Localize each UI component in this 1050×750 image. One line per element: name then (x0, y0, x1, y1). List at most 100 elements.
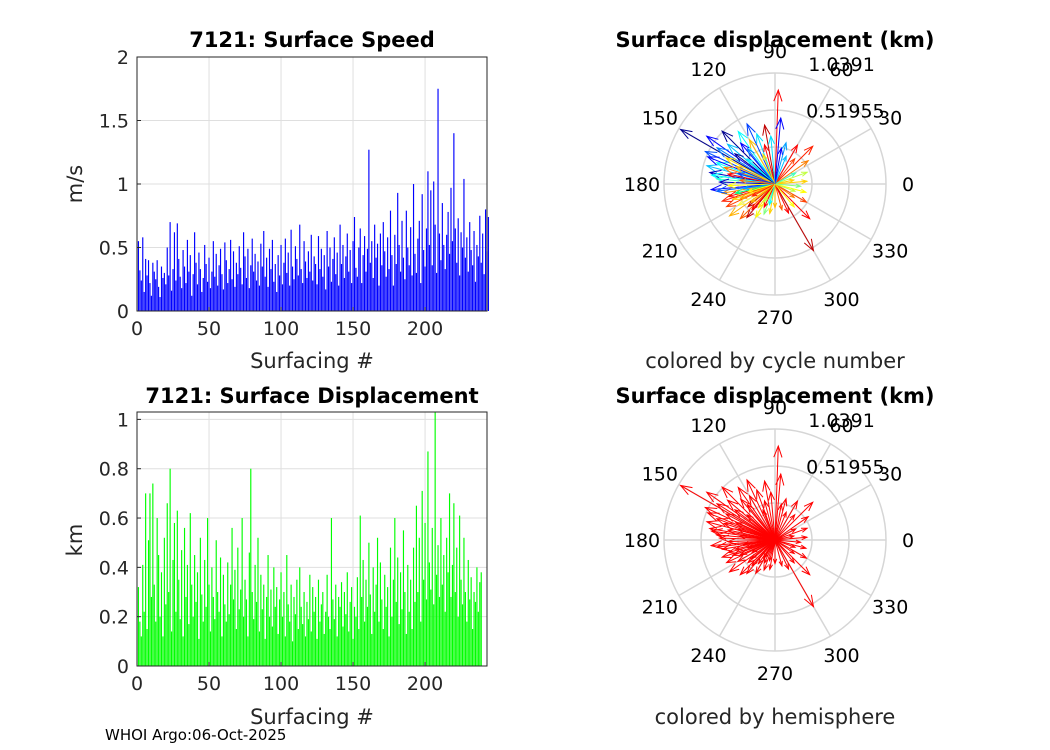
bar (165, 284, 167, 311)
vector-shaft (716, 503, 776, 541)
bar (212, 241, 214, 311)
bar (286, 555, 288, 666)
displacement-vector (774, 497, 788, 541)
bar (281, 616, 284, 666)
bar (453, 133, 455, 311)
displacement-vector (679, 484, 776, 541)
bar (379, 233, 381, 311)
bar (440, 518, 442, 666)
bar (293, 279, 295, 311)
vector-arrowhead (756, 488, 764, 500)
bar (212, 596, 214, 666)
bar (402, 257, 405, 311)
displacement-vector (741, 183, 776, 191)
bar (446, 234, 448, 311)
vector-shaft (735, 522, 776, 541)
displacement-vector (746, 147, 776, 185)
bar (296, 579, 298, 666)
bar (153, 271, 155, 311)
chart-title: Surface displacement (km) (615, 28, 934, 52)
bar (480, 262, 482, 311)
bar (339, 606, 341, 666)
bar (173, 232, 176, 311)
vector-shaft (716, 147, 776, 185)
vector-arrowhead (721, 130, 734, 143)
vector-arrowhead (722, 166, 734, 174)
bar (361, 283, 363, 311)
bar (336, 636, 338, 666)
vector-shaft (728, 539, 776, 543)
vector-arrowhead (789, 513, 796, 521)
x-tick-label: 150 (335, 318, 371, 340)
y-tick-label: 0.6 (99, 508, 129, 530)
displacement-vector (774, 534, 796, 541)
vector-arrowhead (757, 558, 763, 565)
bar (408, 611, 410, 666)
bar (389, 547, 392, 666)
bar (437, 545, 439, 666)
bar (400, 572, 402, 666)
vector-arrowhead (750, 197, 757, 204)
bar (339, 224, 341, 311)
displacement-vector (774, 502, 783, 541)
bar (290, 584, 292, 666)
vector-shaft (774, 528, 796, 541)
bar (401, 220, 403, 311)
bar (304, 261, 307, 311)
displacement-vector (737, 486, 776, 541)
bar (207, 281, 209, 311)
bar (147, 540, 150, 666)
bar (208, 257, 210, 311)
bar (232, 251, 235, 311)
bar (185, 596, 187, 666)
vector-arrowhead (715, 162, 728, 171)
bar (188, 624, 190, 666)
vector-arrowhead (722, 522, 734, 530)
bar (424, 266, 426, 311)
displacement-vector (774, 513, 796, 541)
vector-arrowhead (803, 501, 814, 512)
bar (204, 559, 206, 666)
vector-shaft (770, 136, 776, 185)
angle-label: 210 (642, 597, 678, 619)
bar (381, 599, 383, 666)
displacement-vector (774, 154, 787, 185)
bar (194, 555, 196, 666)
bar (257, 537, 259, 666)
displacement-vector (768, 539, 776, 563)
bar (374, 611, 376, 666)
bar (175, 611, 177, 666)
bar (326, 230, 328, 311)
vector-shaft (774, 183, 783, 210)
vector-arrowhead (801, 159, 810, 167)
bar (215, 253, 217, 311)
angle-label: 120 (690, 415, 726, 437)
vector-arrowhead (778, 204, 783, 212)
bar (398, 624, 400, 666)
vector-shaft (737, 172, 776, 185)
displacement-vector (762, 539, 776, 560)
bar (482, 233, 484, 311)
vector-shaft (764, 500, 776, 541)
vector-arrowhead (746, 188, 754, 193)
bar (443, 244, 445, 311)
vector-arrowhead (763, 143, 770, 153)
vector-arrowhead (739, 193, 748, 200)
vector-arrowhead (762, 553, 768, 560)
vector-arrowhead (789, 201, 796, 209)
vector-arrowhead (736, 555, 746, 563)
bar (338, 285, 340, 311)
bar (169, 468, 171, 666)
vector-shaft (774, 514, 796, 541)
vector-shaft (774, 183, 811, 220)
bar (459, 275, 461, 311)
bar (248, 552, 250, 666)
vector-arrowhead (739, 497, 750, 509)
displacement-vector (774, 539, 783, 568)
bar (254, 253, 256, 311)
bar (348, 631, 350, 666)
vector-shaft (746, 123, 776, 185)
bar (456, 547, 458, 666)
angle-label: 90 (763, 397, 787, 419)
bar (404, 279, 406, 311)
